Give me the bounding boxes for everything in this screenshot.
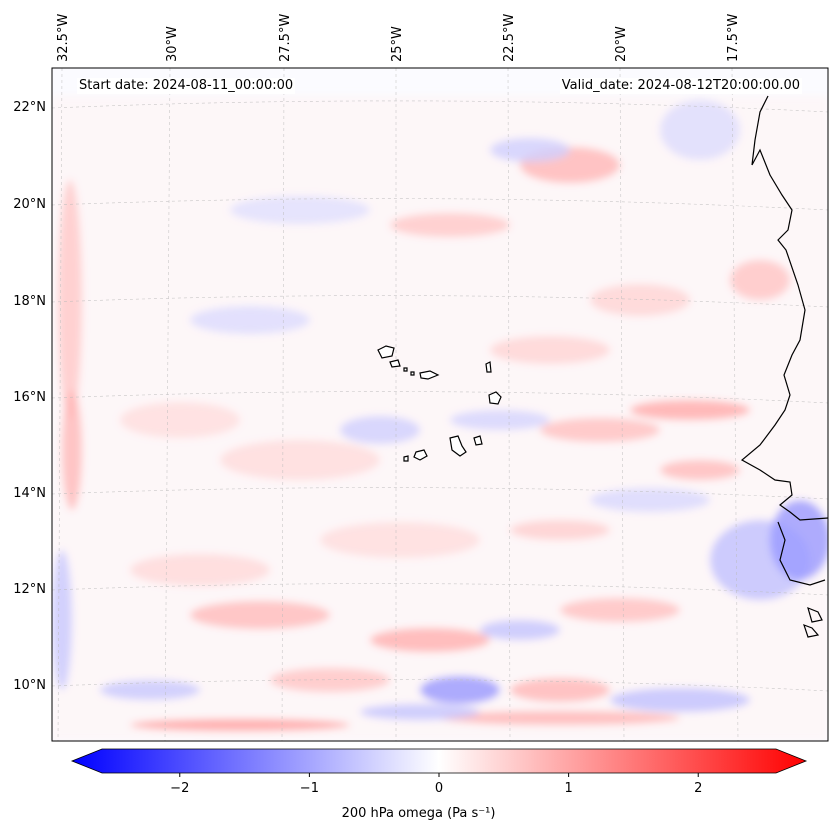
lat-label-12n: 12°N xyxy=(13,582,46,597)
colorbar: −2 −1 0 1 2 xyxy=(70,748,808,796)
start-date-label: Start date: 2024-08-11_00:00:00 xyxy=(77,78,296,94)
lat-label-22n: 22°N xyxy=(13,100,46,115)
lat-label-20n: 20°N xyxy=(13,197,46,212)
lat-label-10n: 10°N xyxy=(13,678,46,693)
colorbar-tick-label: 1 xyxy=(564,781,572,796)
colorbar-gradient xyxy=(70,748,808,774)
colorbar-tick-label: −1 xyxy=(300,781,319,796)
valid-date-label: Valid_date: 2024-08-12T20:00:00.00 xyxy=(559,78,802,94)
lat-label-16n: 16°N xyxy=(13,390,46,405)
lon-label-17-5w: 17.5°W xyxy=(726,14,741,62)
lon-label-30w: 30°W xyxy=(165,26,180,62)
colorbar-tick-label: 0 xyxy=(435,781,443,796)
colorbar-tick-label: −2 xyxy=(170,781,189,796)
lon-label-32-5w: 32.5°W xyxy=(56,14,71,62)
coastline xyxy=(740,95,828,638)
lon-label-20w: 20°W xyxy=(614,26,629,62)
colorbar-ticks: −2 −1 0 1 2 xyxy=(170,773,702,796)
lat-label-18n: 18°N xyxy=(13,294,46,309)
lat-label-14n: 14°N xyxy=(13,486,46,501)
lon-label-22-5w: 22.5°W xyxy=(502,14,517,62)
longitude-labels: 32.5°W 30°W 27.5°W 25°W 22.5°W 20°W 17.5… xyxy=(56,14,741,62)
lon-label-25w: 25°W xyxy=(390,26,405,62)
gridlines xyxy=(52,68,828,741)
omega-field xyxy=(52,96,828,741)
colorbar-tick-label: 2 xyxy=(694,781,702,796)
lon-label-27-5w: 27.5°W xyxy=(278,14,293,62)
cape-verde-islands xyxy=(377,345,502,462)
colorbar-label: 200 hPa omega (Pa s⁻¹) xyxy=(341,806,496,821)
latitude-labels: 22°N 20°N 18°N 16°N 14°N 12°N 10°N xyxy=(13,100,46,693)
map-frame xyxy=(51,67,829,742)
